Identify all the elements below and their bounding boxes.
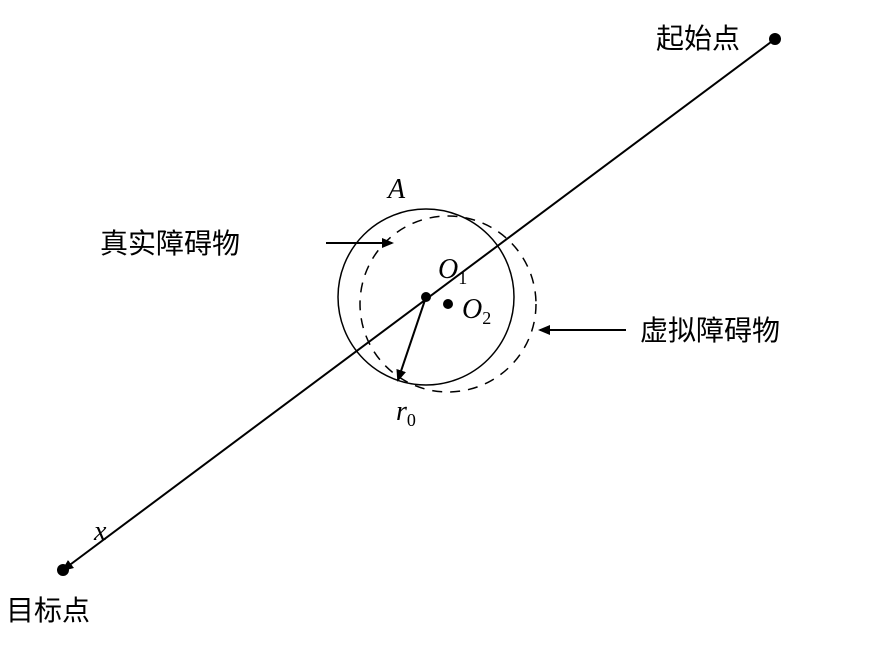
o1-label: O1: [438, 254, 467, 288]
target-point: [57, 564, 69, 576]
a-label: A: [386, 174, 406, 205]
x-label: x: [93, 516, 107, 547]
o2-point: [443, 299, 453, 309]
real-obstacle-label: 真实障碍物: [100, 228, 240, 260]
virtual-obstacle-label: 虚拟障碍物: [640, 315, 780, 347]
target-label: 目标点: [6, 595, 90, 627]
obstacle-diagram: 起始点 目标点 真实障碍物 虚拟障碍物 A O1 O2 r0 x: [0, 0, 892, 666]
r0-label: r0: [396, 396, 416, 430]
o2-label: O2: [462, 294, 491, 328]
trajectory-line: [63, 39, 775, 570]
o1-point: [421, 292, 431, 302]
start-label: 起始点: [656, 23, 740, 55]
start-point: [769, 33, 781, 45]
